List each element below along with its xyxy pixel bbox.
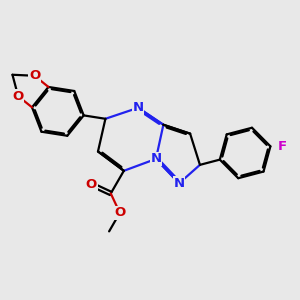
Text: N: N bbox=[133, 101, 144, 114]
Text: N: N bbox=[174, 177, 185, 190]
Text: F: F bbox=[278, 140, 287, 153]
Text: N: N bbox=[150, 152, 161, 165]
Text: O: O bbox=[114, 206, 125, 219]
Text: O: O bbox=[86, 178, 97, 191]
Text: O: O bbox=[13, 90, 24, 103]
Text: O: O bbox=[29, 69, 40, 82]
